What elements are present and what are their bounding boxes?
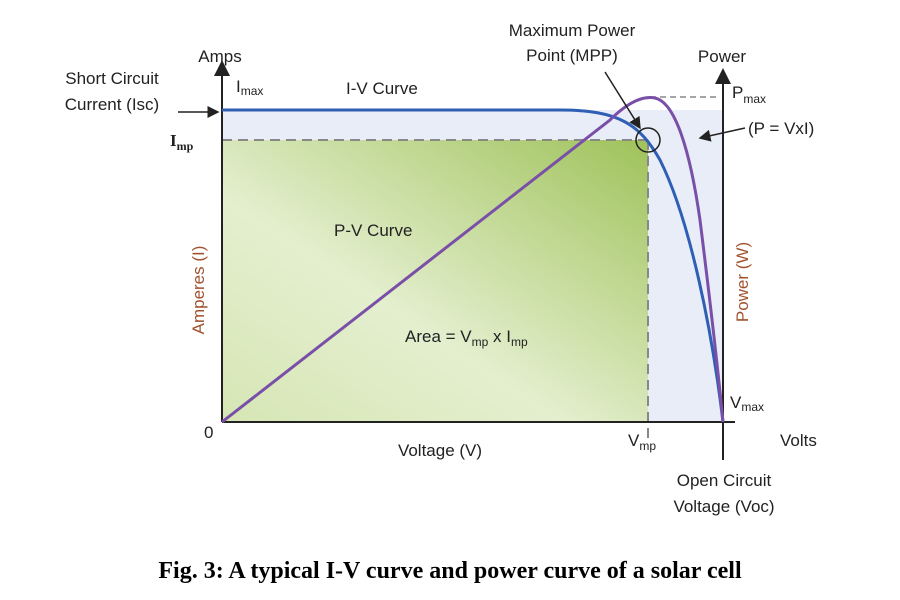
caption: Fig. 3: A typical I-V curve and power cu…	[158, 558, 742, 584]
area-label: Area = Vmp x Imp	[405, 327, 528, 349]
mpp-marker	[635, 127, 661, 153]
mpp-arrow	[604, 71, 641, 130]
x-axis-title: Volts	[780, 431, 817, 450]
voc-label: Open Circuit	[677, 471, 772, 490]
mpp-label: Maximum Power	[509, 21, 636, 40]
x-axis-label: Voltage (V)	[398, 441, 482, 460]
voc-label: Voltage (Voc)	[673, 497, 774, 516]
isc-label: Short Circuit	[65, 69, 159, 88]
pv-curve-label: P-V Curve	[334, 221, 412, 240]
pv-curve	[221, 96, 725, 424]
right-axis-title: Power	[698, 47, 747, 66]
left-axis-title: Amps	[198, 47, 241, 66]
right-axis-label: Power (W)	[733, 242, 752, 322]
mpp-label: Point (MPP)	[526, 46, 618, 65]
vmp-label: Vmp	[628, 431, 656, 453]
iv-curve	[222, 108, 725, 423]
pmax-label: Pmax	[732, 83, 766, 106]
imax-label: Imax	[236, 77, 263, 98]
iv-curve-label: I-V Curve	[346, 79, 418, 98]
vmax-label: Vmax	[730, 393, 764, 414]
imp-label: Imp	[170, 131, 194, 153]
mpp-area	[222, 140, 648, 422]
formula-arrow	[698, 127, 746, 142]
power-formula: (P = VxI)	[748, 119, 814, 138]
left-axis-label: Amperes (I)	[189, 246, 208, 335]
origin-label: 0	[204, 423, 213, 442]
isc-label: Current (Isc)	[65, 95, 159, 114]
